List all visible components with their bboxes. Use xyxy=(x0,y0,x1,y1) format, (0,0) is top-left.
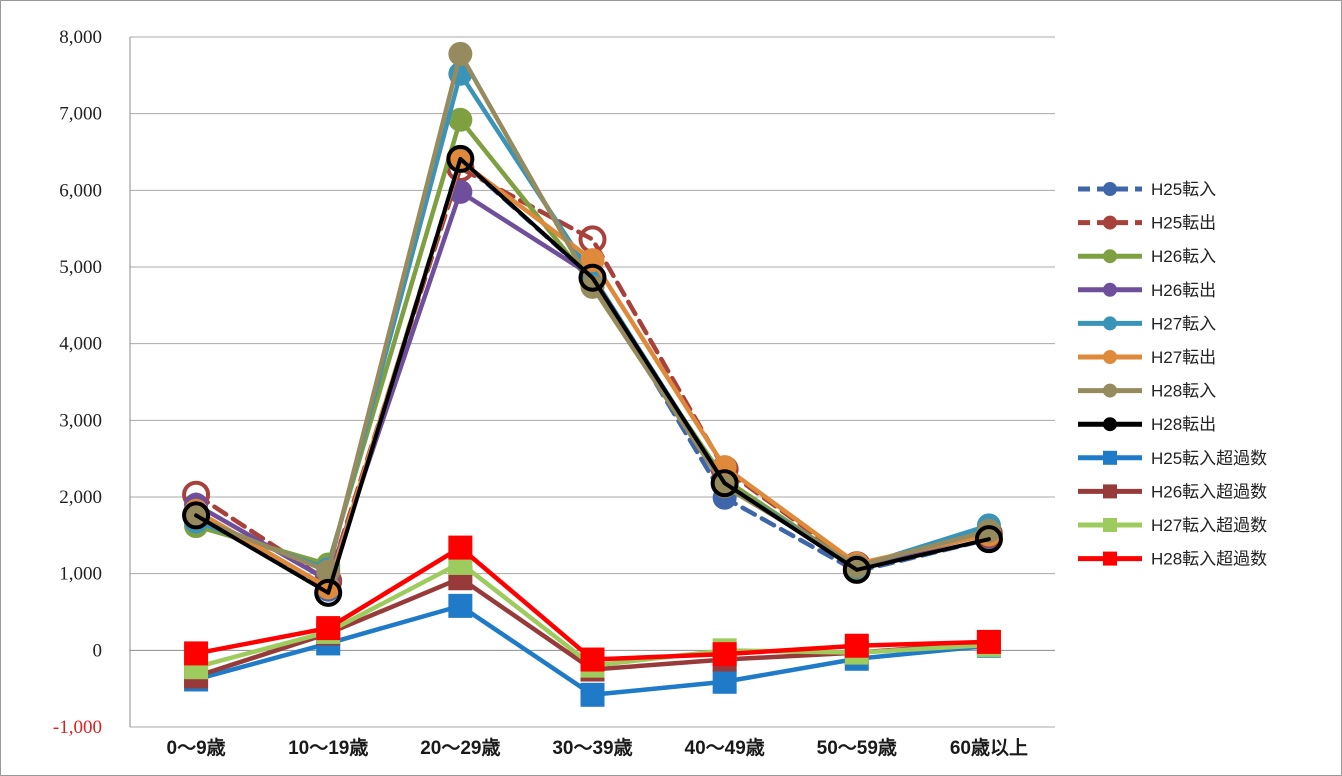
data-point xyxy=(448,593,473,618)
gridlines xyxy=(130,36,1055,728)
series-H28転入 xyxy=(184,41,1001,584)
y-tick-label: 8,000 xyxy=(59,27,102,48)
x-tick-label: 20～29歳 xyxy=(420,737,500,759)
data-point xyxy=(580,647,605,672)
data-point xyxy=(844,633,869,658)
legend-label: H25転入 xyxy=(1151,180,1216,199)
legend: H25転入 H25転出 H26転入 H26転出 H27転入 H27転出 H28転入 H28転出… xyxy=(1078,180,1267,569)
data-point xyxy=(316,616,341,641)
legend-swatch-marker xyxy=(1103,282,1117,297)
series-H25転出 xyxy=(182,154,1003,596)
data-point xyxy=(580,682,605,707)
y-tick-label: 1,000 xyxy=(59,564,102,585)
series-line xyxy=(193,157,992,593)
legend-label: H26転入 xyxy=(1151,247,1216,266)
legend-swatch-marker xyxy=(1103,518,1117,532)
axes: -1,000 0 1,000 2,000 3,000 4,000 5,000 6,000 7,0… xyxy=(53,27,1028,759)
y-tick-label: 7,000 xyxy=(59,104,102,125)
legend-swatch-marker xyxy=(1103,350,1117,364)
data-point xyxy=(448,107,473,132)
x-tick-label: 10～19歳 xyxy=(288,737,368,759)
series-line xyxy=(193,71,992,572)
legend-label: H26転入超過数 xyxy=(1151,482,1267,501)
legend-item: H28転入超過数 xyxy=(1078,550,1267,569)
data-point xyxy=(580,274,605,299)
series-lines xyxy=(182,41,1003,707)
y-tick-label: 4,000 xyxy=(59,334,102,355)
series-H28転出 xyxy=(182,144,1003,607)
series-line xyxy=(193,51,992,574)
legend-item: H27転出 xyxy=(1078,348,1216,367)
data-point xyxy=(974,525,1003,554)
data-point xyxy=(578,263,607,292)
data-point xyxy=(712,669,737,694)
legend-item: H25転出 xyxy=(1078,214,1216,233)
series-H28転入超過数 xyxy=(184,535,1001,672)
y-tick-label: 0 xyxy=(93,640,103,661)
legend-label: H26転出 xyxy=(1151,281,1216,300)
data-point xyxy=(448,41,473,66)
y-tick-label: 3,000 xyxy=(59,410,102,431)
legend-label: H28転入 xyxy=(1151,382,1216,401)
data-point xyxy=(448,535,473,560)
data-point xyxy=(712,642,737,667)
y-tick-label: -1,000 xyxy=(53,717,102,738)
x-tick-label: 40～49歳 xyxy=(685,737,765,759)
data-point xyxy=(842,555,871,584)
legend-swatch-marker xyxy=(1103,383,1117,398)
y-tick-label: 6,000 xyxy=(59,180,102,201)
series-H25転入 xyxy=(184,147,1001,602)
legend-swatch-marker xyxy=(1103,417,1117,432)
legend-swatch-marker xyxy=(1103,551,1117,566)
legend-label: H25転出 xyxy=(1151,214,1216,233)
x-tick-label: 60歳以上 xyxy=(950,737,1028,759)
data-point xyxy=(446,144,475,173)
legend-swatch-marker xyxy=(1103,249,1117,264)
data-point xyxy=(184,641,209,666)
legend-item: H28転入 xyxy=(1078,382,1216,401)
legend-label: H28転入超過数 xyxy=(1151,550,1267,569)
legend-swatch-marker xyxy=(1103,484,1117,499)
series-H27転入 xyxy=(184,61,1001,582)
x-tick-label: 30～39歳 xyxy=(552,737,632,759)
y-tick-label: 2,000 xyxy=(59,487,102,508)
legend-swatch-marker xyxy=(1103,215,1117,230)
series-line xyxy=(194,156,991,595)
data-point xyxy=(314,578,343,607)
data-point xyxy=(578,225,607,254)
legend-label: H28転出 xyxy=(1151,415,1216,434)
legend-item: H27転入超過数 xyxy=(1078,516,1267,535)
legend-item: H25転入 xyxy=(1078,180,1216,199)
data-point xyxy=(976,518,1001,543)
legend-item: H25転入超過数 xyxy=(1078,449,1267,468)
y-tick-label: 5,000 xyxy=(59,257,102,278)
legend-swatch-marker xyxy=(1103,316,1117,331)
legend-label: H27転出 xyxy=(1151,348,1216,367)
legend-swatch-marker xyxy=(1103,450,1117,465)
legend-item: H26転出 xyxy=(1078,281,1216,300)
legend-item: H28転出 xyxy=(1078,415,1216,434)
legend-label: H27転入 xyxy=(1151,314,1216,333)
legend-item: H27転入 xyxy=(1078,314,1216,333)
series-H27転出 xyxy=(184,149,1001,600)
legend-swatch-marker xyxy=(1103,182,1117,196)
legend-label: H25転入超過数 xyxy=(1151,449,1267,468)
legend-item: H26転入 xyxy=(1078,247,1216,266)
legend-item: H26転入超過数 xyxy=(1078,482,1267,501)
data-point xyxy=(710,469,739,498)
data-point xyxy=(182,501,211,530)
legend-label: H27転入超過数 xyxy=(1151,516,1267,535)
x-tick-label: 0～9歳 xyxy=(167,737,226,759)
x-tick-label: 50～59歳 xyxy=(817,737,897,759)
data-point xyxy=(976,629,1001,654)
series-line xyxy=(193,158,992,590)
